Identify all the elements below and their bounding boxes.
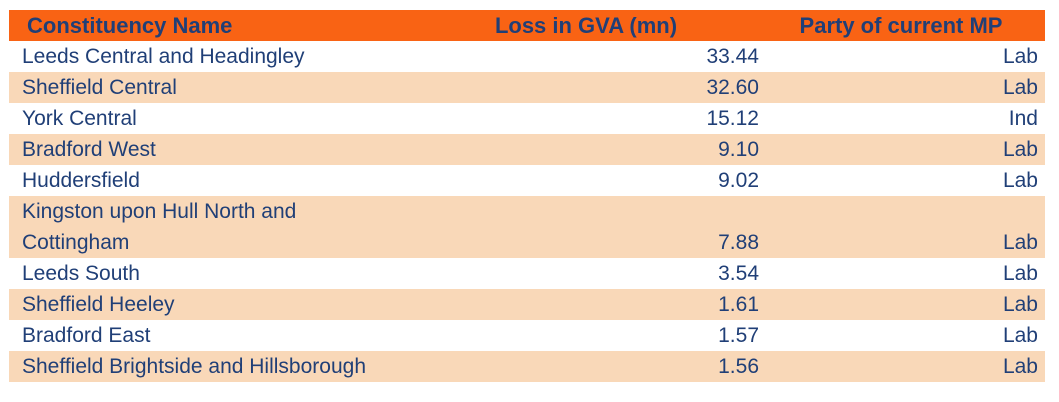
gva-loss-cell: 7.88 bbox=[718, 231, 759, 254]
constituency-name-cell: Bradford East bbox=[22, 324, 151, 347]
constituency-name-cell: Sheffield Central bbox=[22, 76, 177, 99]
table-row: Sheffield Brightside and Hillsborough 1.… bbox=[9, 351, 1045, 382]
table-header-row: Constituency Name Loss in GVA (mn) Party… bbox=[9, 10, 1045, 41]
gva-loss-table: Constituency Name Loss in GVA (mn) Party… bbox=[9, 10, 1045, 382]
table-row: Bradford West 9.10 Lab bbox=[9, 134, 1045, 165]
table-row: Bradford East 1.57 Lab bbox=[9, 320, 1045, 351]
gva-loss-cell: 15.12 bbox=[706, 107, 759, 130]
party-cell: Lab bbox=[1002, 138, 1038, 161]
gva-loss-cell: 32.60 bbox=[706, 76, 759, 99]
party-cell: Ind bbox=[1008, 107, 1038, 130]
party-cell: Lab bbox=[1002, 45, 1038, 68]
constituency-name-cell: Sheffield Brightside and Hillsborough bbox=[22, 355, 366, 378]
table-row: Leeds South 3.54 Lab bbox=[9, 258, 1045, 289]
column-header-party-of-current-mp: Party of current MP bbox=[799, 13, 1003, 38]
constituency-name-cell: Kingston upon Hull North and Cottingham bbox=[22, 200, 297, 254]
table-row: Sheffield Heeley 1.61 Lab bbox=[9, 289, 1045, 320]
gva-loss-cell: 1.61 bbox=[718, 293, 759, 316]
table-row: York Central 15.12 Ind bbox=[9, 103, 1045, 134]
party-cell: Lab bbox=[1002, 76, 1038, 99]
party-cell: Lab bbox=[1002, 355, 1038, 378]
gva-loss-cell: 1.56 bbox=[718, 355, 759, 378]
table-row: Kingston upon Hull North and Cottingham … bbox=[9, 196, 1045, 258]
table-row: Huddersfield 9.02 Lab bbox=[9, 165, 1045, 196]
constituency-name-cell: Sheffield Heeley bbox=[22, 293, 175, 316]
constituency-name-cell: Bradford West bbox=[22, 138, 156, 161]
column-header-loss-in-gva: Loss in GVA (mn) bbox=[494, 13, 678, 38]
gva-loss-cell: 33.44 bbox=[706, 45, 759, 68]
party-cell: Lab bbox=[1002, 324, 1038, 347]
party-cell: Lab bbox=[1002, 262, 1038, 285]
party-cell: Lab bbox=[1002, 293, 1038, 316]
constituency-name-cell: Huddersfield bbox=[22, 169, 140, 192]
gva-loss-cell: 9.02 bbox=[718, 169, 759, 192]
gva-loss-cell: 3.54 bbox=[718, 262, 759, 285]
constituency-name-cell: Leeds Central and Headingley bbox=[22, 45, 305, 68]
party-cell: Lab bbox=[1002, 231, 1038, 254]
constituency-name-cell: Leeds South bbox=[22, 262, 140, 285]
table-body: Leeds Central and Headingley 33.44 Lab S… bbox=[9, 41, 1045, 382]
table-row: Sheffield Central 32.60 Lab bbox=[9, 72, 1045, 103]
gva-loss-cell: 9.10 bbox=[718, 138, 759, 161]
constituency-name-cell: York Central bbox=[22, 107, 137, 130]
table-row: Leeds Central and Headingley 33.44 Lab bbox=[9, 41, 1045, 72]
party-cell: Lab bbox=[1002, 169, 1038, 192]
column-header-constituency-name: Constituency Name bbox=[27, 13, 233, 38]
gva-loss-cell: 1.57 bbox=[718, 324, 759, 347]
